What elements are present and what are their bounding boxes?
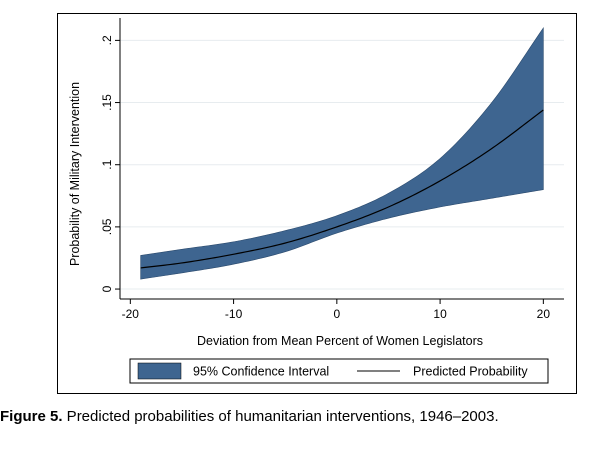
confidence-band bbox=[140, 26, 544, 280]
y-axis-title: Probability of Military Intervention bbox=[68, 82, 82, 266]
y-tick-label-1: .05 bbox=[100, 218, 114, 235]
x-tick-label-3: 10 bbox=[433, 307, 447, 321]
legend-label-predicted-probability: Predicted Probability bbox=[413, 365, 528, 379]
x-axis-title: Deviation from Mean Percent of Women Leg… bbox=[197, 334, 483, 348]
legend-swatch-confidence-interval bbox=[137, 362, 182, 380]
predicted-probability-line bbox=[140, 109, 544, 269]
chart: 0 .05 .1 .15 .2 -20 -10 0 10 20 Probability of Mi… bbox=[68, 18, 564, 384]
y-tick-label-3: .15 bbox=[100, 94, 114, 111]
plot-area bbox=[120, 26, 564, 290]
x-tick-label-0: -20 bbox=[122, 307, 140, 321]
axes: 0 .05 .1 .15 .2 -20 -10 0 10 20 bbox=[100, 18, 564, 321]
legend-label-confidence-interval: 95% Confidence Interval bbox=[193, 365, 329, 379]
legend-box bbox=[129, 358, 549, 384]
x-tick-label-1: -10 bbox=[225, 307, 243, 321]
legend: 95% Confidence Interval Predicted Probab… bbox=[129, 358, 549, 384]
caption-text: Predicted probabilities of humanitarian … bbox=[62, 408, 499, 425]
y-tick-label-4: .2 bbox=[100, 35, 114, 45]
y-tick-label-0: 0 bbox=[100, 285, 114, 292]
figure-caption: Figure 5. Predicted probabilities of hum… bbox=[0, 408, 598, 425]
x-tick-label-4: 20 bbox=[537, 307, 551, 321]
caption-label: Figure 5. bbox=[0, 408, 63, 425]
y-tick-label-2: .1 bbox=[100, 159, 114, 169]
x-tick-label-2: 0 bbox=[333, 307, 340, 321]
figure-frame: 0 .05 .1 .15 .2 -20 -10 0 10 20 Probability of Mi… bbox=[57, 13, 577, 394]
